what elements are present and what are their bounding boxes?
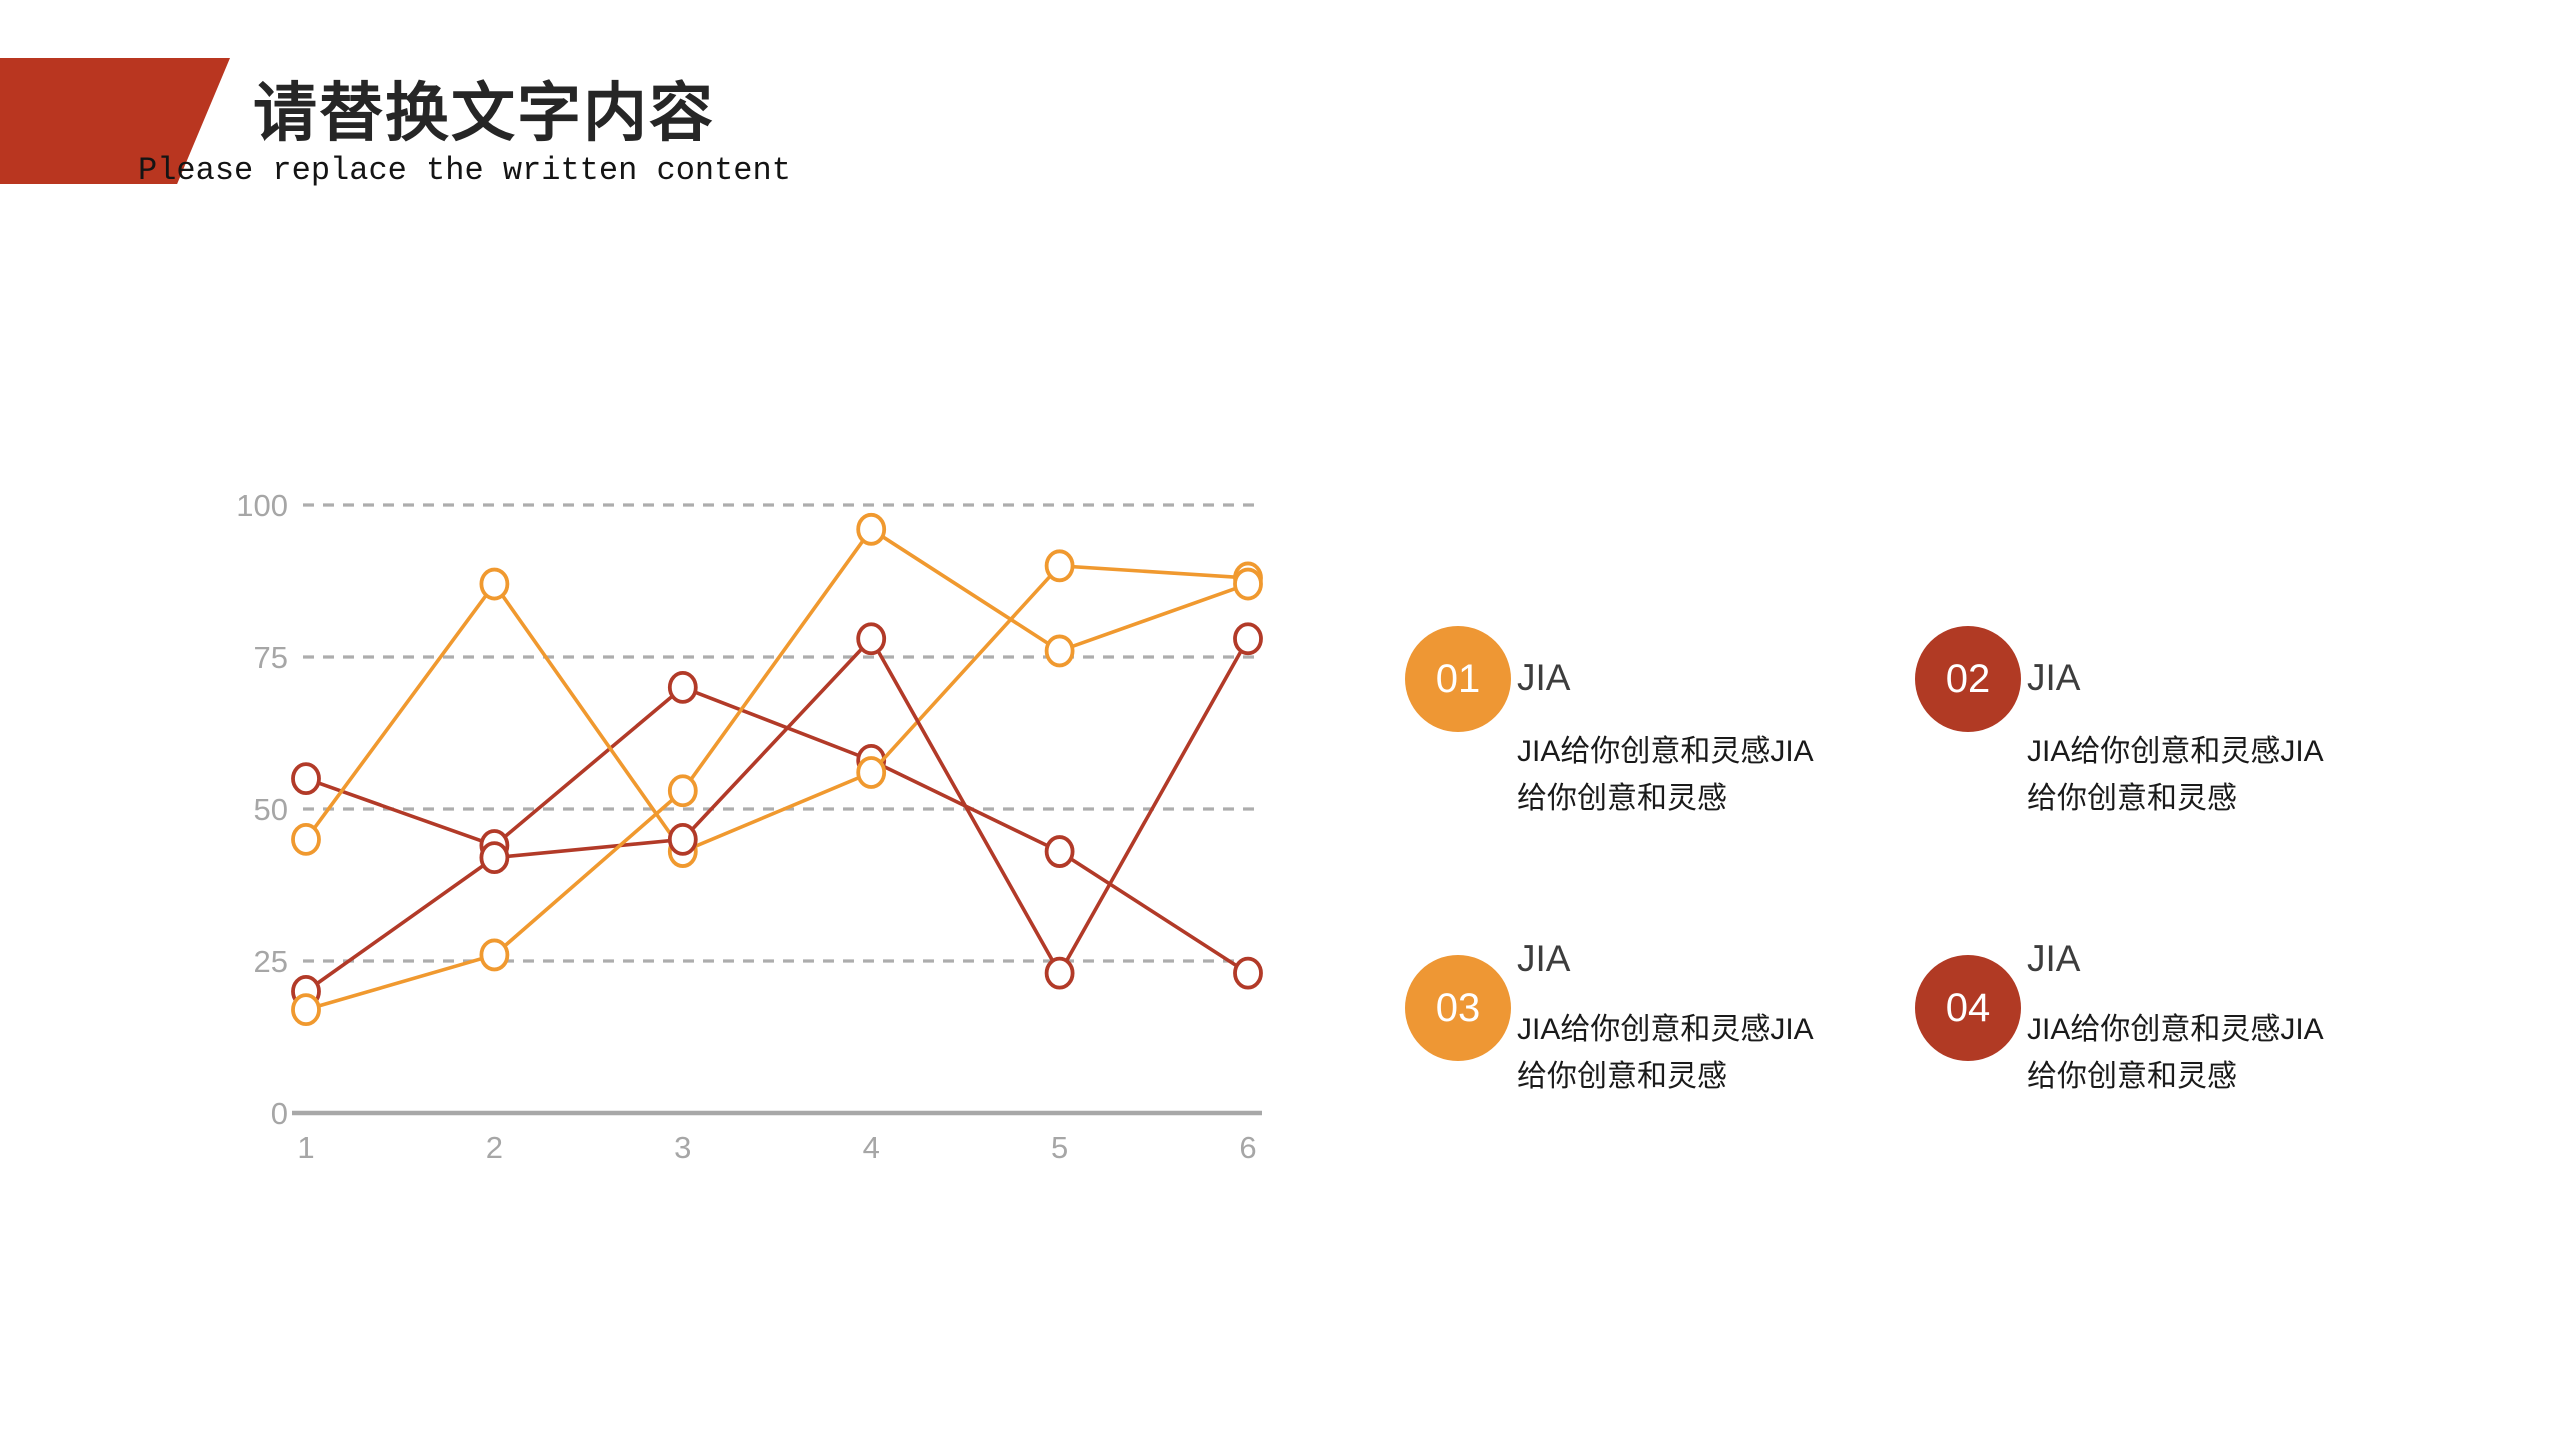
chart-data-marker <box>856 622 887 656</box>
x-axis-tick-label: 1 <box>297 1130 314 1165</box>
chart-data-marker <box>479 567 510 601</box>
chart-data-marker <box>667 823 698 856</box>
item-number-badge: 03 <box>1405 955 1511 1061</box>
chart-data-marker <box>1233 567 1263 601</box>
x-axis-tick-label: 4 <box>863 1130 880 1165</box>
chart-data-marker <box>1044 835 1075 868</box>
item-number-badge: 01 <box>1405 626 1511 732</box>
chart-series-line <box>304 635 1250 993</box>
chart-data-marker <box>291 993 321 1027</box>
item-title: JIA <box>2027 938 2081 979</box>
chart-data-marker <box>1044 956 1075 990</box>
chart-data-marker <box>667 671 698 704</box>
y-axis-tick-label: 50 <box>254 792 288 827</box>
item-title: JIA <box>1517 657 1571 698</box>
x-axis-tick-label: 6 <box>1239 1130 1256 1165</box>
x-axis-tick-label: 3 <box>674 1130 691 1165</box>
item-body-line: JIA给你创意和灵感JIA <box>1517 1013 1814 1046</box>
list-item-01: 01 JIA JIA给你创意和灵感JIA 给你创意和灵感 <box>1405 626 1905 866</box>
y-axis-tick-label: 100 <box>236 488 288 523</box>
chart-data-marker <box>1044 549 1075 583</box>
chart-series-line <box>304 563 1249 854</box>
y-axis-tick-label: 25 <box>254 944 288 979</box>
item-body-line: 给你创意和灵感 <box>2027 782 2237 815</box>
chart-data-marker <box>479 841 510 875</box>
chart-series-line <box>305 526 1249 1012</box>
page-title: 请替换文字内容 <box>253 77 715 149</box>
item-body-line: JIA给你创意和灵感JIA <box>2027 735 2324 768</box>
y-axis-tick-label: 75 <box>254 640 288 675</box>
item-body-line: JIA给你创意和灵感JIA <box>1517 735 1814 768</box>
item-title: JIA <box>1517 938 1571 979</box>
x-axis-tick-label: 2 <box>486 1130 503 1165</box>
chart-data-marker <box>291 762 321 795</box>
list-item-04: 04 JIA JIA给你创意和灵感JIA 给你创意和灵感 <box>1915 938 2415 1195</box>
item-body-line: JIA给你创意和灵感JIA <box>2027 1013 2324 1046</box>
chart-data-marker <box>856 756 887 789</box>
item-number-badge: 02 <box>1915 626 2021 732</box>
chart-data-marker <box>1233 956 1263 990</box>
y-axis-tick-label: 0 <box>271 1096 288 1131</box>
list-item-02: 02 JIA JIA给你创意和灵感JIA 给你创意和灵感 <box>1915 626 2415 866</box>
chart-data-marker <box>1233 622 1263 656</box>
chart-data-marker <box>291 823 321 856</box>
page-subtitle: Please replace the written content <box>138 152 791 189</box>
item-body-line: 给你创意和灵感 <box>1517 782 1727 815</box>
item-title: JIA <box>2027 657 2081 698</box>
chart-data-marker <box>479 938 510 972</box>
chart-data-marker <box>856 512 887 546</box>
x-axis-tick-label: 5 <box>1051 1130 1068 1165</box>
chart-series-line <box>305 685 1249 975</box>
item-body-line: 给你创意和灵感 <box>1517 1060 1727 1093</box>
chart-data-marker <box>1044 634 1075 668</box>
item-body-line: 给你创意和灵感 <box>2027 1060 2237 1093</box>
item-number-badge: 04 <box>1915 955 2021 1061</box>
list-item-03: 03 JIA JIA给你创意和灵感JIA 给你创意和灵感 <box>1405 938 1905 1195</box>
chart-data-marker <box>667 774 698 808</box>
